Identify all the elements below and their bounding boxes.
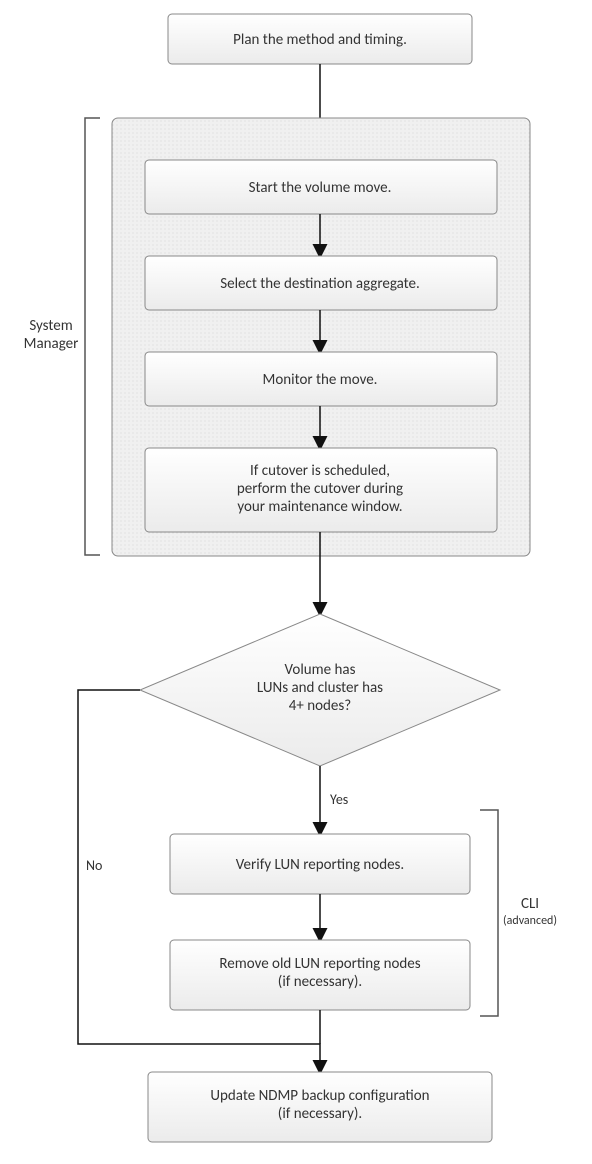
node-update: Update NDMP backup configuration (if nec… xyxy=(148,1072,492,1142)
flowchart: Plan the method and timing. System Manag… xyxy=(0,0,592,1164)
cutover-text-3: your maintenance window. xyxy=(237,498,402,516)
plan-text: Plan the method and timing. xyxy=(233,31,407,49)
start-text: Start the volume move. xyxy=(249,179,392,197)
cutover-text-1: If cutover is scheduled, xyxy=(250,462,390,480)
label-system-manager-2: Manager xyxy=(24,335,79,353)
update-text-1: Update NDMP backup configuration xyxy=(210,1087,429,1105)
verify-text: Verify LUN reporting nodes. xyxy=(236,856,404,874)
label-system-manager-1: System xyxy=(29,317,72,335)
decision-text-3: 4+ nodes? xyxy=(289,697,351,715)
node-start: Start the volume move. xyxy=(145,160,497,214)
remove-text-1: Remove old LUN reporting nodes xyxy=(219,955,420,973)
node-monitor: Monitor the move. xyxy=(145,352,497,406)
label-cli-2: (advanced) xyxy=(503,914,557,928)
decision-text-1: Volume has xyxy=(285,661,356,679)
node-verify: Verify LUN reporting nodes. xyxy=(170,834,470,894)
node-select: Select the destination aggregate. xyxy=(145,256,497,310)
node-remove: Remove old LUN reporting nodes (if neces… xyxy=(170,940,470,1010)
label-cli-1: CLI xyxy=(521,895,539,913)
cutover-text-2: perform the cutover during xyxy=(237,480,403,498)
update-text-2: (if necessary). xyxy=(278,1105,362,1123)
node-cutover: If cutover is scheduled, perform the cut… xyxy=(145,448,497,532)
label-no: No xyxy=(86,857,102,874)
bracket-system-manager xyxy=(85,118,100,555)
bracket-cli xyxy=(480,810,498,1016)
remove-text-2: (if necessary). xyxy=(278,973,362,991)
select-text: Select the destination aggregate. xyxy=(220,275,420,293)
node-decision: Volume has LUNs and cluster has 4+ nodes… xyxy=(140,614,500,766)
label-yes: Yes xyxy=(330,791,348,808)
decision-text-2: LUNs and cluster has xyxy=(257,679,383,697)
monitor-text: Monitor the move. xyxy=(263,371,378,389)
node-plan: Plan the method and timing. xyxy=(168,14,472,64)
